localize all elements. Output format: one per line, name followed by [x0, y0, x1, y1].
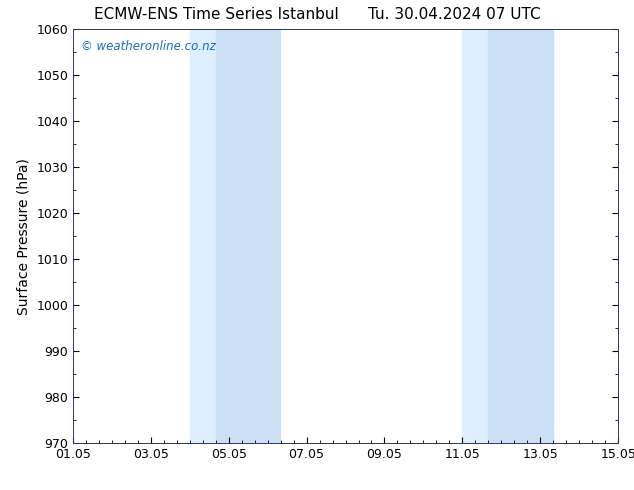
Bar: [488, 29, 553, 443]
Text: ECMW-ENS Time Series Istanbul      Tu. 30.04.2024 07 UTC: ECMW-ENS Time Series Istanbul Tu. 30.04.…: [94, 7, 540, 23]
Y-axis label: Surface Pressure (hPa): Surface Pressure (hPa): [16, 158, 30, 315]
Text: © weatheronline.co.nz: © weatheronline.co.nz: [81, 40, 216, 53]
Bar: [190, 29, 216, 443]
Bar: [216, 29, 280, 443]
Bar: [462, 29, 488, 443]
